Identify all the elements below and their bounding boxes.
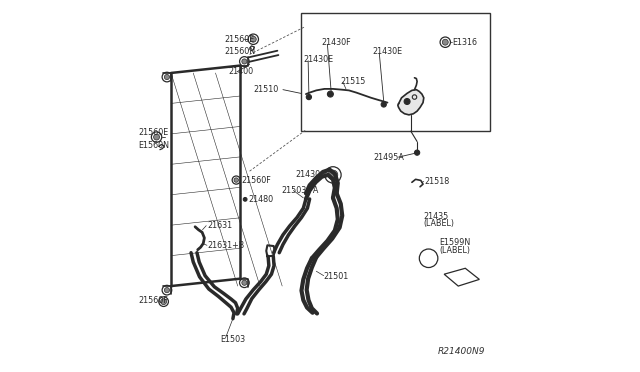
Text: E1560N: E1560N: [138, 141, 170, 151]
Circle shape: [381, 102, 387, 107]
Text: 21430: 21430: [295, 170, 320, 179]
Circle shape: [328, 170, 338, 180]
Text: 21510: 21510: [253, 85, 278, 94]
Circle shape: [404, 99, 410, 105]
Text: 21515: 21515: [340, 77, 365, 86]
Polygon shape: [398, 90, 424, 115]
Text: E1503: E1503: [221, 335, 246, 344]
Text: 21631: 21631: [207, 221, 232, 230]
Text: R21400N9: R21400N9: [437, 347, 485, 356]
Text: 21495A: 21495A: [374, 153, 404, 161]
Text: 21560F: 21560F: [138, 296, 168, 305]
Text: 21435: 21435: [423, 212, 448, 221]
Text: 21430F: 21430F: [321, 38, 351, 47]
Text: 21503+A: 21503+A: [281, 186, 319, 195]
Circle shape: [243, 198, 247, 201]
Circle shape: [234, 178, 239, 182]
Text: 21560N: 21560N: [225, 47, 256, 56]
Text: 21430E: 21430E: [303, 55, 333, 64]
Text: E1599N: E1599N: [440, 238, 471, 247]
Circle shape: [164, 74, 170, 80]
Text: 21518: 21518: [424, 177, 450, 186]
Circle shape: [250, 36, 256, 42]
Circle shape: [307, 94, 312, 100]
Text: 21631+B: 21631+B: [207, 241, 244, 250]
Text: E1316: E1316: [452, 38, 477, 47]
Text: 21480: 21480: [249, 195, 274, 204]
Circle shape: [161, 299, 166, 305]
Text: 21560E: 21560E: [138, 128, 169, 137]
Circle shape: [442, 39, 448, 45]
Circle shape: [154, 134, 159, 140]
Circle shape: [415, 150, 420, 155]
Circle shape: [242, 59, 247, 64]
Circle shape: [242, 280, 247, 285]
Text: (LABEL): (LABEL): [423, 219, 454, 228]
Text: 21560F: 21560F: [241, 176, 271, 185]
Bar: [301, 13, 490, 131]
Text: 21560E: 21560E: [225, 35, 255, 44]
Circle shape: [328, 91, 333, 97]
Text: (LABEL): (LABEL): [440, 246, 470, 255]
Text: 21400: 21400: [229, 67, 254, 76]
Text: 21430E: 21430E: [372, 47, 402, 56]
Text: 21501: 21501: [324, 272, 349, 281]
Circle shape: [164, 288, 170, 293]
